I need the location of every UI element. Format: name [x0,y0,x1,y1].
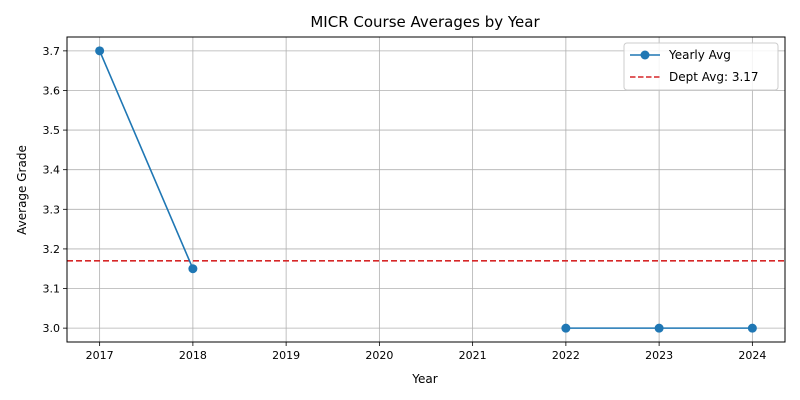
legend-frame [623,42,779,91]
chart-title: MICR Course Averages by Year [310,13,540,31]
x-tick-label: 2019 [272,349,300,362]
y-tick-label: 3.7 [43,45,61,58]
y-tick-label: 3.3 [43,203,61,216]
series-lines [98,50,753,329]
x-tick-label: 2018 [179,349,207,362]
grid-lines [67,37,785,342]
y-axis-ticks: 3.0 3.1 3.2 3.3 3.4 3.5 3.6 3.7 [43,45,67,335]
legend-label-yearly-avg: Yearly Avg [668,48,731,62]
legend-label-dept-avg: Dept Avg: 3.17 [669,70,759,84]
x-tick-label: 2017 [86,349,114,362]
y-axis-label: Average Grade [15,145,29,235]
data-point [747,323,757,333]
y-tick-label: 3.6 [43,84,61,97]
legend-marker-yearly-avg [640,50,650,60]
y-tick-label: 3.2 [43,243,61,256]
x-tick-label: 2020 [365,349,393,362]
series-markers [95,46,757,333]
series-line-yearly-avg [98,50,194,270]
y-tick-label: 3.4 [43,164,61,177]
x-tick-label: 2022 [552,349,580,362]
data-point [561,323,571,333]
x-tick-label: 2024 [738,349,766,362]
legend: Yearly Avg Dept Avg: 3.17 [623,42,779,91]
data-point [95,46,105,56]
y-tick-label: 3.1 [43,283,61,296]
data-point [654,323,664,333]
x-tick-label: 2023 [645,349,673,362]
x-tick-label: 2021 [459,349,487,362]
plot-frame [66,36,786,343]
y-tick-label: 3.5 [43,124,61,137]
x-axis-label: Year [411,372,437,386]
y-tick-label: 3.0 [43,322,61,335]
data-point [188,264,198,274]
x-axis-ticks: 2017 2018 2019 2020 2021 2022 2023 2024 [86,342,766,362]
